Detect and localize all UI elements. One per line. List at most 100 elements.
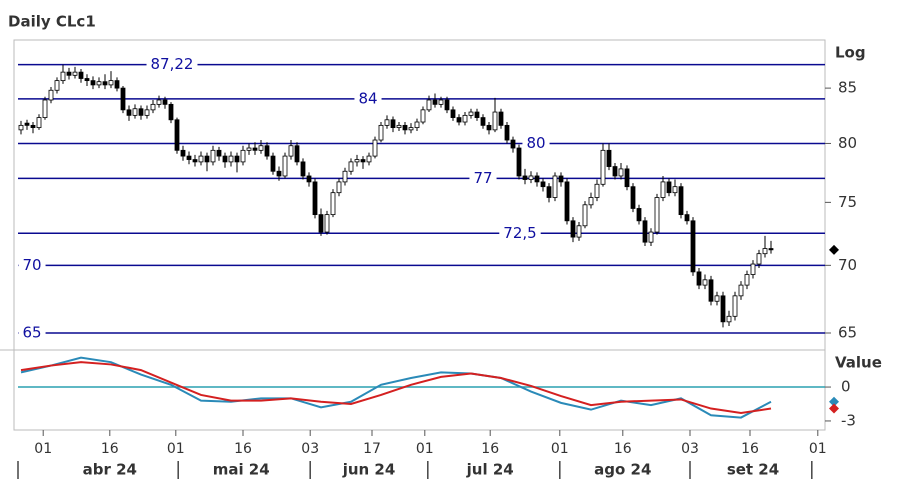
candle-body [234,155,240,163]
indicator-line [20,356,772,419]
candle-body [570,220,576,238]
chart-title: Daily CLc1 [8,13,96,31]
candle-body [750,263,756,275]
level-label-bg [522,134,550,153]
candle-body [528,175,534,180]
candle-body [486,124,492,131]
level-label: 77 [473,169,492,187]
candle-body [162,99,168,105]
candle-body [378,124,384,141]
candle-body [150,103,156,111]
x-tick-label: 01 [167,441,185,457]
candle-body [426,99,432,111]
candle-body [318,214,324,233]
candle-body [444,99,450,111]
candle-body [582,204,588,227]
candle-body [684,214,690,222]
candle-body [606,149,612,167]
level-label: 72,5 [503,224,536,242]
candle-body [390,119,396,129]
candle-body [90,80,96,86]
candle-body [762,248,768,255]
indicator-marker [829,403,839,414]
x-tick-label: 01 [416,441,434,457]
candle-body [324,214,330,233]
candle-body [564,181,570,222]
candle-body [702,279,708,286]
candle-body [138,108,144,116]
level-label: 80 [526,134,545,152]
candle-body [576,225,582,238]
candle-body [768,248,774,251]
candle-body [270,155,276,172]
candle-body [666,181,672,194]
candle-body [216,149,222,157]
candle-body [330,192,336,216]
candle-body [432,99,438,105]
candle-body [462,114,468,123]
month-label: ago 24 [594,461,651,479]
candle-body [414,121,420,129]
candle-body [276,170,282,177]
candle-body [600,149,606,185]
candle-body [36,117,42,129]
candle-body [42,99,48,118]
candle-body [624,168,630,188]
y2-tick-label: 0 [841,378,851,396]
candle-body [648,231,654,243]
candle-body [108,80,114,86]
level-label: 70 [22,256,41,274]
candle-body [732,295,738,317]
candle-body [156,99,162,105]
candle-body [144,109,150,116]
month-label: jul 24 [466,461,514,479]
candle-body [516,147,522,177]
candle-body [210,149,216,163]
candle-body [408,127,414,131]
candle-body [456,117,462,123]
indicator-title: Value [835,354,882,372]
candle-body [246,147,252,151]
candle-body [558,175,564,183]
month-label: abr 24 [83,461,137,479]
candle-body [510,139,516,149]
candle-body [66,71,72,76]
candle-body [720,295,726,323]
candle-body [258,145,264,151]
candle-body [546,186,552,198]
y-tick-label: 65 [838,323,857,341]
candle-body [312,181,318,216]
candle-body [102,81,108,86]
candle-body [540,181,546,188]
candle-body [696,271,702,286]
level-label-bg [146,55,198,74]
candle-body [228,155,234,163]
candle-body [240,149,246,163]
scale-label: Log [835,44,866,62]
level-label: 84 [358,89,377,107]
candle-body [222,155,228,163]
candle-body [354,159,360,163]
candle-body [372,139,378,157]
candle-body [492,111,498,131]
candle-body [72,71,78,76]
candle-body [186,155,192,160]
candle-body [654,197,660,233]
candle-body [420,109,426,123]
y-tick-label: 70 [838,256,857,274]
candle-body [660,181,666,198]
candle-body [120,87,126,111]
candle-body [522,175,528,180]
candle-body [198,155,204,163]
candle-body [126,109,132,116]
candle-body [744,274,750,286]
candle-body [498,111,504,126]
level-label: 65 [22,323,41,341]
y2-tick-label: -3 [841,411,856,429]
last-price-marker [829,244,839,255]
candle-body [18,124,24,131]
y-tick-label: 75 [838,193,857,211]
candle-body [252,147,258,151]
candle-body [588,197,594,206]
candle-body [642,220,648,243]
